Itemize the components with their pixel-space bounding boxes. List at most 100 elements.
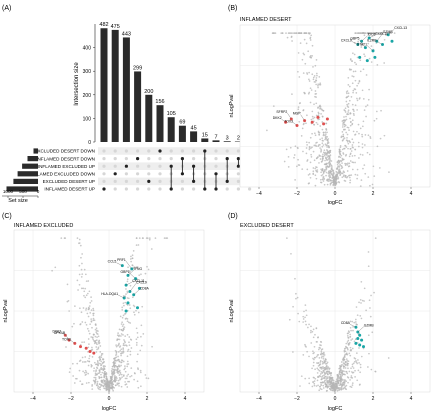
background-gene-dot bbox=[356, 32, 359, 34]
background-gene-dot bbox=[333, 386, 335, 389]
background-gene-dot bbox=[306, 350, 309, 353]
background-gene-dot bbox=[140, 344, 143, 347]
matrix-dot bbox=[214, 172, 218, 176]
background-gene-dot bbox=[360, 355, 363, 358]
volcano-d-title: EXCLUDED DESERT bbox=[240, 223, 294, 229]
background-gene-dot bbox=[116, 371, 119, 374]
background-gene-dot bbox=[365, 32, 367, 34]
background-gene-dot bbox=[99, 368, 102, 370]
background-gene-dot bbox=[322, 153, 324, 156]
background-gene-dot bbox=[288, 32, 291, 34]
background-gene-dot bbox=[339, 375, 342, 378]
background-gene-dot bbox=[308, 355, 310, 358]
background-gene-dot bbox=[376, 32, 379, 34]
background-gene-dot bbox=[347, 162, 349, 165]
background-gene-dot bbox=[340, 373, 342, 376]
background-gene-dot bbox=[308, 182, 310, 184]
gene-label-connector bbox=[118, 294, 125, 299]
background-gene-dot bbox=[92, 319, 95, 322]
gene-label-connector bbox=[287, 112, 292, 120]
intersection-value-label: 69 bbox=[179, 120, 185, 126]
background-gene-dot bbox=[133, 378, 135, 381]
background-gene-dot bbox=[98, 375, 100, 378]
background-gene-dot bbox=[328, 173, 331, 176]
background-gene-dot bbox=[339, 146, 342, 149]
background-gene-dot bbox=[320, 350, 323, 353]
intersection-value-label: 7 bbox=[214, 134, 217, 140]
background-gene-dot bbox=[344, 154, 347, 157]
background-gene-dot bbox=[352, 91, 354, 94]
background-gene-dot bbox=[326, 183, 329, 186]
background-gene-dot bbox=[309, 55, 312, 57]
background-gene-dot bbox=[310, 118, 313, 121]
background-gene-dot bbox=[332, 169, 334, 172]
background-gene-dot bbox=[321, 381, 324, 383]
background-gene-dot bbox=[369, 315, 372, 318]
background-gene-dot bbox=[312, 76, 315, 79]
background-gene-dot bbox=[311, 132, 313, 135]
background-gene-dot bbox=[336, 373, 339, 376]
background-gene-dot bbox=[310, 342, 313, 344]
background-gene-dot bbox=[326, 381, 329, 384]
background-gene-dot bbox=[102, 361, 105, 364]
background-gene-dot bbox=[309, 37, 312, 40]
background-gene-dot bbox=[350, 339, 352, 341]
volcano-d-x-label: logFC bbox=[328, 406, 343, 412]
background-gene-dot bbox=[354, 104, 357, 107]
background-gene-dot bbox=[305, 122, 307, 125]
background-gene-dot bbox=[112, 386, 115, 389]
volcano-b-x-label: logFC bbox=[328, 200, 343, 206]
background-gene-dot bbox=[313, 103, 315, 106]
upset-set-sizes: 1000 500 0 bbox=[2, 148, 40, 198]
matrix-dot bbox=[214, 157, 218, 161]
matrix-dot bbox=[124, 149, 128, 153]
intersection-bar bbox=[178, 125, 186, 142]
background-gene-dot bbox=[375, 117, 378, 120]
matrix-dot bbox=[180, 149, 184, 153]
background-gene-dot bbox=[329, 182, 332, 185]
set-size-tick-label: 0 bbox=[37, 189, 40, 194]
background-gene-dot bbox=[338, 172, 341, 174]
background-gene-dot bbox=[335, 177, 338, 180]
background-gene-dot bbox=[71, 325, 74, 328]
background-gene-dot bbox=[354, 318, 357, 321]
background-gene-dot bbox=[137, 311, 140, 314]
background-gene-dot bbox=[359, 153, 362, 156]
background-gene-dot bbox=[99, 362, 102, 365]
background-gene-dot bbox=[322, 384, 325, 387]
background-gene-dot bbox=[105, 377, 108, 380]
background-gene-dot bbox=[311, 54, 314, 57]
background-gene-dot bbox=[126, 304, 129, 306]
background-gene-dot bbox=[380, 109, 382, 112]
background-gene-dot bbox=[360, 317, 363, 320]
background-gene-dot bbox=[327, 158, 330, 160]
background-gene-dot bbox=[302, 72, 305, 74]
background-gene-dot bbox=[347, 367, 349, 370]
background-gene-dot bbox=[144, 374, 147, 376]
background-gene-dot bbox=[352, 89, 355, 92]
background-gene-dot bbox=[151, 345, 153, 348]
x-tick-label: −4 bbox=[30, 396, 36, 402]
background-gene-dot bbox=[93, 376, 96, 379]
set-name-label: INFLAMED EXCLUDED UP bbox=[38, 164, 95, 169]
background-gene-dot bbox=[314, 174, 317, 177]
background-gene-dot bbox=[352, 362, 355, 365]
background-gene-dot bbox=[360, 179, 363, 181]
background-gene-dot bbox=[110, 380, 112, 382]
background-gene-dot bbox=[367, 98, 370, 101]
background-gene-dot bbox=[147, 268, 150, 271]
background-gene-dot bbox=[126, 386, 129, 388]
background-gene-dot bbox=[338, 165, 340, 167]
background-gene-dot bbox=[88, 355, 91, 357]
background-gene-dot bbox=[349, 181, 351, 184]
background-gene-dot bbox=[357, 369, 360, 372]
background-gene-dot bbox=[346, 170, 349, 172]
background-gene-dot bbox=[353, 321, 356, 324]
background-gene-dot bbox=[135, 338, 138, 341]
background-gene-dot bbox=[338, 148, 341, 151]
matrix-dot bbox=[136, 164, 140, 168]
background-gene-dot bbox=[298, 76, 301, 78]
background-gene-dot bbox=[140, 324, 143, 327]
background-gene-dot bbox=[96, 367, 99, 370]
background-gene-dot bbox=[343, 381, 345, 384]
